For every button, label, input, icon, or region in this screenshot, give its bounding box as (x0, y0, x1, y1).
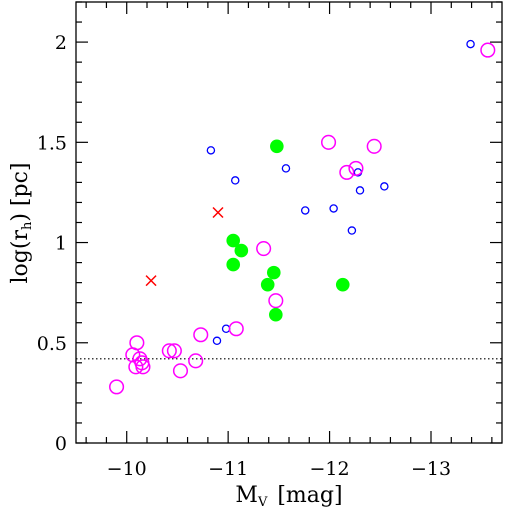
x-tick-label: −13 (411, 458, 451, 480)
data-point-large-open-circle (161, 343, 177, 359)
data-point-filled-circle (226, 233, 241, 248)
data-point-filled-circle (266, 265, 281, 280)
plot-frame (75, 1, 503, 444)
data-point-large-open-circle (268, 293, 284, 309)
x-tick-label: −10 (107, 458, 147, 480)
data-point-filled-circle (226, 257, 241, 272)
data-point-filled-circle (269, 307, 283, 322)
data-point-filled-circle (270, 139, 284, 154)
data-point-large-open-circle (172, 363, 189, 379)
x-axis-label: MV [mag] (235, 483, 342, 508)
data-point-small-open-circle (221, 324, 231, 333)
data-point-large-open-circle (256, 241, 272, 257)
data-point-filled-circle (234, 243, 249, 258)
data-point-small-open-circle (206, 146, 216, 155)
data-points (109, 39, 496, 395)
cross-stroke (212, 206, 224, 219)
data-point-large-open-circle (109, 379, 125, 395)
x-tick-label: −11 (208, 458, 248, 480)
data-point-small-open-circle (380, 182, 389, 191)
data-point-large-open-circle (129, 335, 145, 351)
y-tick-label: 0.5 (37, 333, 67, 355)
data-point-small-open-circle (355, 186, 365, 195)
data-point-large-open-circle (166, 343, 182, 359)
data-point-small-open-circle (230, 176, 240, 185)
data-point-small-open-circle (212, 336, 222, 346)
y-axis-label: log(rh) [pc] (8, 163, 35, 284)
data-point-large-open-circle (228, 321, 244, 337)
data-point-cross (145, 275, 157, 287)
data-point-small-open-circle (466, 39, 475, 49)
data-point-large-open-circle (366, 138, 382, 154)
x-tick-label: −12 (310, 458, 350, 480)
data-point-filled-circle (260, 277, 275, 292)
y-tick-label: 1.5 (37, 132, 67, 154)
y-tick-label: 2 (55, 32, 67, 54)
y-tick-label: 1 (55, 233, 67, 255)
data-point-small-open-circle (329, 204, 338, 213)
data-point-small-open-circle (281, 164, 291, 173)
data-point-small-open-circle (300, 206, 310, 215)
data-point-large-open-circle (135, 359, 151, 375)
data-point-filled-circle (335, 277, 350, 292)
tick-labels: −10 −11 −12 −13 0 0.5 1 1.5 2 (37, 32, 451, 480)
data-point-large-open-circle (339, 164, 355, 180)
data-point-large-open-circle (348, 160, 364, 176)
data-point-large-open-circle (321, 134, 337, 150)
data-point-large-open-circle (188, 353, 204, 369)
data-point-large-open-circle (193, 327, 209, 343)
data-point-large-open-circle (480, 42, 496, 58)
data-point-cross (212, 206, 224, 219)
cross-stroke (145, 275, 157, 287)
axis-ticks (76, 1, 502, 444)
data-point-small-open-circle (347, 226, 357, 235)
y-tick-label: 0 (55, 433, 67, 455)
